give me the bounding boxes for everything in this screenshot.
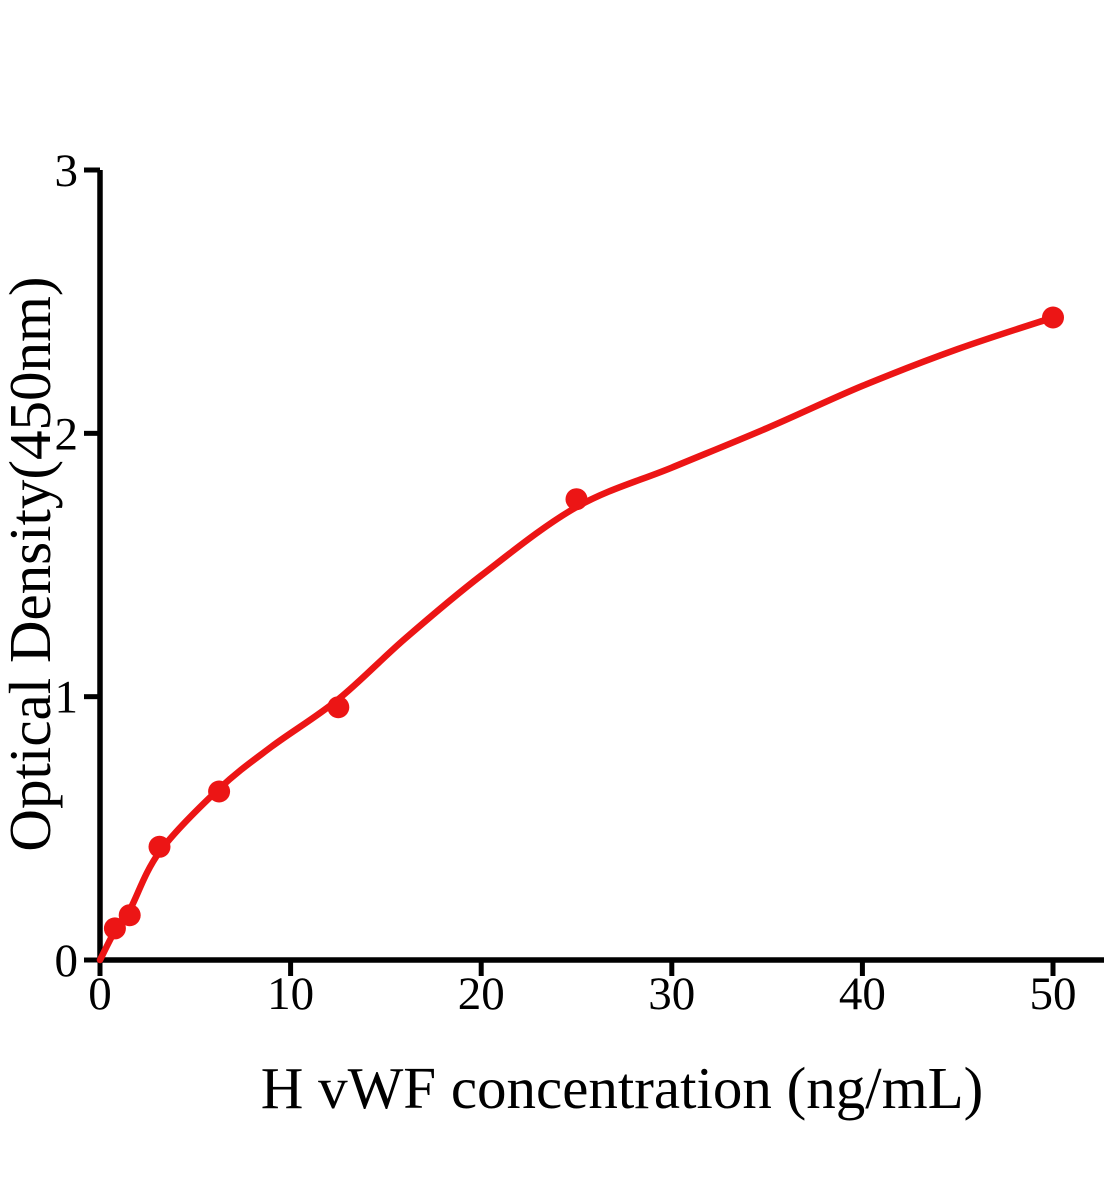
x-tick-label: 30	[648, 968, 695, 1020]
x-tick-label: 40	[839, 968, 886, 1020]
fit-curve-line	[96, 314, 1057, 964]
data-point	[118, 904, 141, 927]
x-axis-ticks: 0 10 20 30 40 50	[88, 960, 1077, 1020]
x-axis-title: H vWF concentration (ng/mL)	[261, 1055, 984, 1121]
y-tick-label: 1	[55, 672, 79, 724]
x-tick-label: 0	[88, 968, 112, 1020]
y-tick-label: 3	[55, 145, 79, 197]
y-tick-label: 0	[55, 935, 79, 987]
data-point	[208, 780, 231, 803]
data-point	[103, 917, 126, 940]
data-points-group	[103, 306, 1064, 940]
x-tick-label: 50	[1030, 968, 1077, 1020]
y-axis-ticks: 0 1 2 3	[55, 145, 100, 987]
y-tick-label: 2	[55, 408, 79, 460]
x-tick-label: 20	[458, 968, 505, 1020]
data-point	[565, 488, 588, 511]
data-point	[148, 835, 171, 858]
data-point	[1042, 306, 1064, 329]
x-tick-label: 10	[267, 968, 314, 1020]
y-axis-title: Optical Density(450nm)	[0, 276, 63, 851]
data-point	[327, 696, 350, 719]
